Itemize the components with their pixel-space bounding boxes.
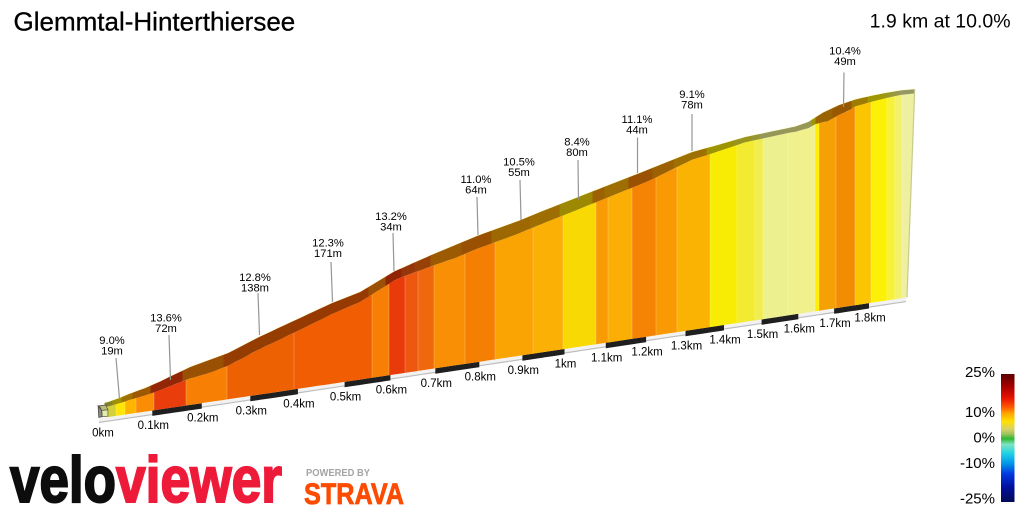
svg-text:25%: 25% [965, 364, 995, 381]
svg-text:78m: 78m [681, 99, 703, 111]
svg-text:72m: 72m [155, 323, 177, 335]
svg-text:64m: 64m [465, 184, 487, 196]
svg-text:1.6km: 1.6km [784, 323, 815, 335]
svg-text:12.3%: 12.3% [312, 238, 344, 250]
svg-text:8.4%: 8.4% [564, 136, 590, 148]
svg-text:1.3km: 1.3km [671, 340, 702, 352]
svg-text:0.4km: 0.4km [283, 398, 314, 410]
svg-text:Glemmtal-Hinterthiersee: Glemmtal-Hinterthiersee [14, 7, 296, 37]
svg-text:velo: velo [10, 443, 116, 512]
svg-text:44m: 44m [626, 124, 648, 136]
svg-text:0.2km: 0.2km [187, 413, 218, 425]
svg-text:0%: 0% [973, 429, 995, 446]
svg-text:19m: 19m [101, 345, 123, 357]
svg-text:0.9km: 0.9km [508, 365, 539, 377]
svg-text:-10%: -10% [960, 455, 995, 472]
svg-text:171m: 171m [314, 248, 342, 260]
svg-text:1.2km: 1.2km [631, 346, 662, 358]
svg-text:13.6%: 13.6% [150, 312, 182, 324]
svg-text:138m: 138m [241, 282, 269, 294]
svg-text:1.9 km at 10.0%: 1.9 km at 10.0% [870, 11, 1011, 33]
svg-text:9.1%: 9.1% [679, 89, 705, 101]
svg-text:11.0%: 11.0% [461, 174, 492, 186]
svg-text:11.1%: 11.1% [622, 114, 653, 126]
svg-text:12.8%: 12.8% [239, 272, 271, 284]
svg-text:10.5%: 10.5% [503, 156, 535, 168]
svg-text:0.3km: 0.3km [236, 405, 267, 417]
svg-text:34m: 34m [380, 221, 402, 233]
svg-text:POWERED BY: POWERED BY [306, 468, 370, 479]
svg-text:0km: 0km [92, 428, 114, 440]
svg-text:1.4km: 1.4km [709, 335, 740, 347]
svg-text:10%: 10% [965, 404, 995, 421]
svg-text:0.7km: 0.7km [421, 378, 452, 390]
svg-text:55m: 55m [508, 167, 530, 179]
svg-text:10.4%: 10.4% [829, 45, 861, 57]
svg-text:1.8km: 1.8km [854, 313, 885, 325]
svg-text:49m: 49m [834, 56, 856, 68]
svg-text:1.1km: 1.1km [591, 352, 622, 364]
svg-text:viewer: viewer [116, 443, 282, 512]
svg-text:0.5km: 0.5km [330, 391, 361, 403]
svg-text:-25%: -25% [960, 490, 995, 507]
svg-text:0.8km: 0.8km [465, 371, 496, 383]
svg-text:80m: 80m [566, 147, 588, 159]
svg-text:13.2%: 13.2% [375, 211, 407, 223]
svg-text:1.7km: 1.7km [819, 318, 850, 330]
svg-text:9.0%: 9.0% [99, 335, 125, 347]
svg-text:1km: 1km [555, 359, 577, 371]
svg-text:STRAVA: STRAVA [304, 478, 404, 511]
svg-text:0.1km: 0.1km [138, 420, 169, 432]
svg-text:1.5km: 1.5km [747, 329, 778, 341]
svg-text:0.6km: 0.6km [376, 385, 407, 397]
